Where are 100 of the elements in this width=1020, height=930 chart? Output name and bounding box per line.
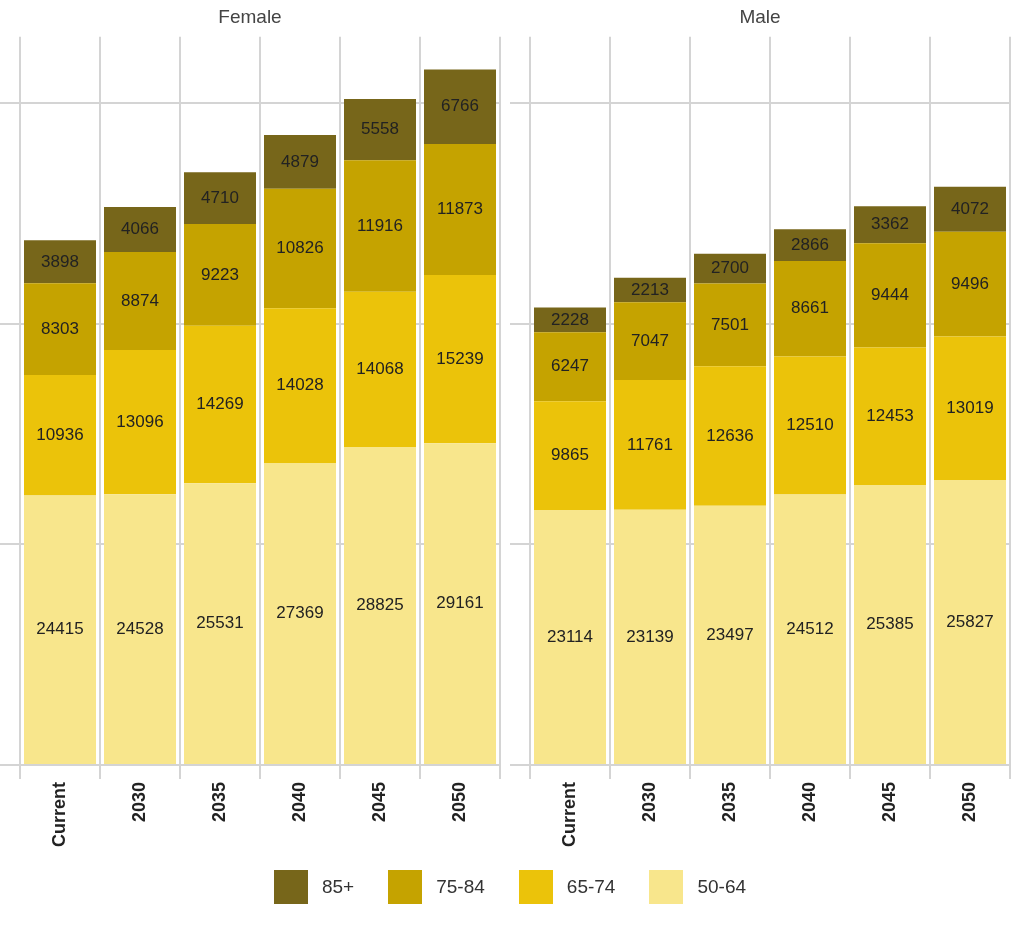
data-label: 13096	[116, 411, 164, 431]
data-label: 15239	[436, 348, 484, 368]
data-label: 23497	[706, 624, 754, 644]
data-label: 6766	[441, 96, 479, 116]
data-label: 12453	[866, 405, 914, 425]
data-label: 7501	[711, 314, 749, 334]
bar	[854, 206, 926, 244]
data-label: 8874	[121, 290, 159, 310]
bar	[694, 366, 766, 506]
bar	[424, 443, 496, 764]
data-label: 12510	[786, 415, 834, 435]
bar	[104, 494, 176, 764]
data-label: 24528	[116, 618, 164, 638]
bar	[24, 240, 96, 284]
x-tick-label: 2045	[878, 782, 899, 823]
bar	[934, 336, 1006, 481]
data-label: 2700	[711, 258, 749, 278]
bar	[534, 509, 606, 764]
bar	[24, 495, 96, 764]
x-tick-label: 2040	[288, 782, 309, 823]
data-label: 6247	[551, 356, 589, 376]
data-label: 24415	[36, 619, 84, 639]
bar	[264, 308, 336, 464]
x-tick-label: Current	[558, 782, 579, 848]
bar	[694, 283, 766, 367]
data-label: 12636	[706, 425, 754, 445]
data-label: 10936	[36, 424, 84, 444]
bar	[344, 446, 416, 764]
bar	[24, 283, 96, 375]
x-tick-label: Current	[48, 782, 69, 848]
bar	[694, 505, 766, 764]
bar	[854, 484, 926, 764]
chart-title: Male	[739, 5, 781, 27]
data-label: 4072	[951, 198, 989, 218]
bar	[104, 207, 176, 252]
bar	[774, 356, 846, 495]
data-label: 10826	[276, 238, 324, 258]
data-label: 25385	[866, 614, 914, 634]
x-tick-label: 2030	[128, 782, 149, 823]
data-label: 2213	[631, 279, 669, 299]
bar	[264, 134, 336, 189]
data-label: 25827	[946, 611, 994, 631]
bar	[774, 260, 846, 357]
data-label: 29161	[436, 593, 484, 613]
bar	[424, 144, 496, 276]
bar	[934, 186, 1006, 232]
bar	[854, 347, 926, 485]
bar	[184, 483, 256, 764]
data-label: 11873	[436, 199, 484, 219]
data-label: 2866	[791, 234, 829, 254]
x-tick-label: 2030	[638, 782, 659, 823]
bar	[184, 224, 256, 326]
data-label: 4710	[201, 187, 239, 207]
data-label: 4879	[281, 151, 319, 171]
bar	[344, 160, 416, 292]
data-label: 25531	[196, 613, 244, 633]
data-label: 11761	[626, 434, 674, 454]
bar	[24, 374, 96, 496]
data-label: 28825	[356, 595, 404, 615]
bar	[774, 494, 846, 764]
bar	[534, 401, 606, 510]
data-label: 3362	[871, 214, 909, 234]
legend-label: 75-84	[436, 876, 485, 898]
bar	[934, 480, 1006, 764]
bar	[184, 172, 256, 225]
data-label: 8303	[41, 318, 79, 338]
bar	[934, 231, 1006, 337]
x-tick-label: 2035	[208, 782, 229, 823]
bar	[184, 325, 256, 484]
legend-label: 65-74	[566, 876, 616, 898]
data-label: 24512	[786, 618, 834, 638]
bar	[854, 243, 926, 348]
data-label: 14028	[276, 375, 324, 395]
data-label: 8661	[791, 298, 829, 318]
data-label: 4066	[121, 219, 159, 239]
data-label: 9444	[871, 285, 909, 305]
data-label: 14068	[356, 359, 404, 379]
bar	[344, 98, 416, 161]
data-label: 2228	[551, 309, 589, 329]
chart-title: Female	[218, 5, 282, 27]
data-label: 7047	[631, 330, 669, 350]
x-tick-label: 2050	[448, 782, 469, 823]
bar	[534, 332, 606, 402]
bar	[614, 379, 686, 510]
data-label: 23139	[626, 626, 674, 646]
x-tick-label: 2045	[368, 782, 389, 823]
bar	[344, 291, 416, 447]
data-label: 9865	[551, 445, 589, 465]
legend-label: 50-64	[697, 876, 747, 898]
data-label: 9223	[201, 264, 239, 284]
bar	[264, 188, 336, 309]
data-label: 27369	[276, 603, 324, 623]
x-tick-label: 2035	[718, 782, 739, 823]
data-label: 23114	[546, 626, 594, 646]
data-label: 5558	[361, 119, 399, 139]
legend-label: 85+	[321, 876, 355, 898]
bar	[264, 463, 336, 764]
data-label: 3898	[41, 251, 79, 271]
data-label: 11916	[356, 215, 404, 235]
bar	[424, 69, 496, 145]
